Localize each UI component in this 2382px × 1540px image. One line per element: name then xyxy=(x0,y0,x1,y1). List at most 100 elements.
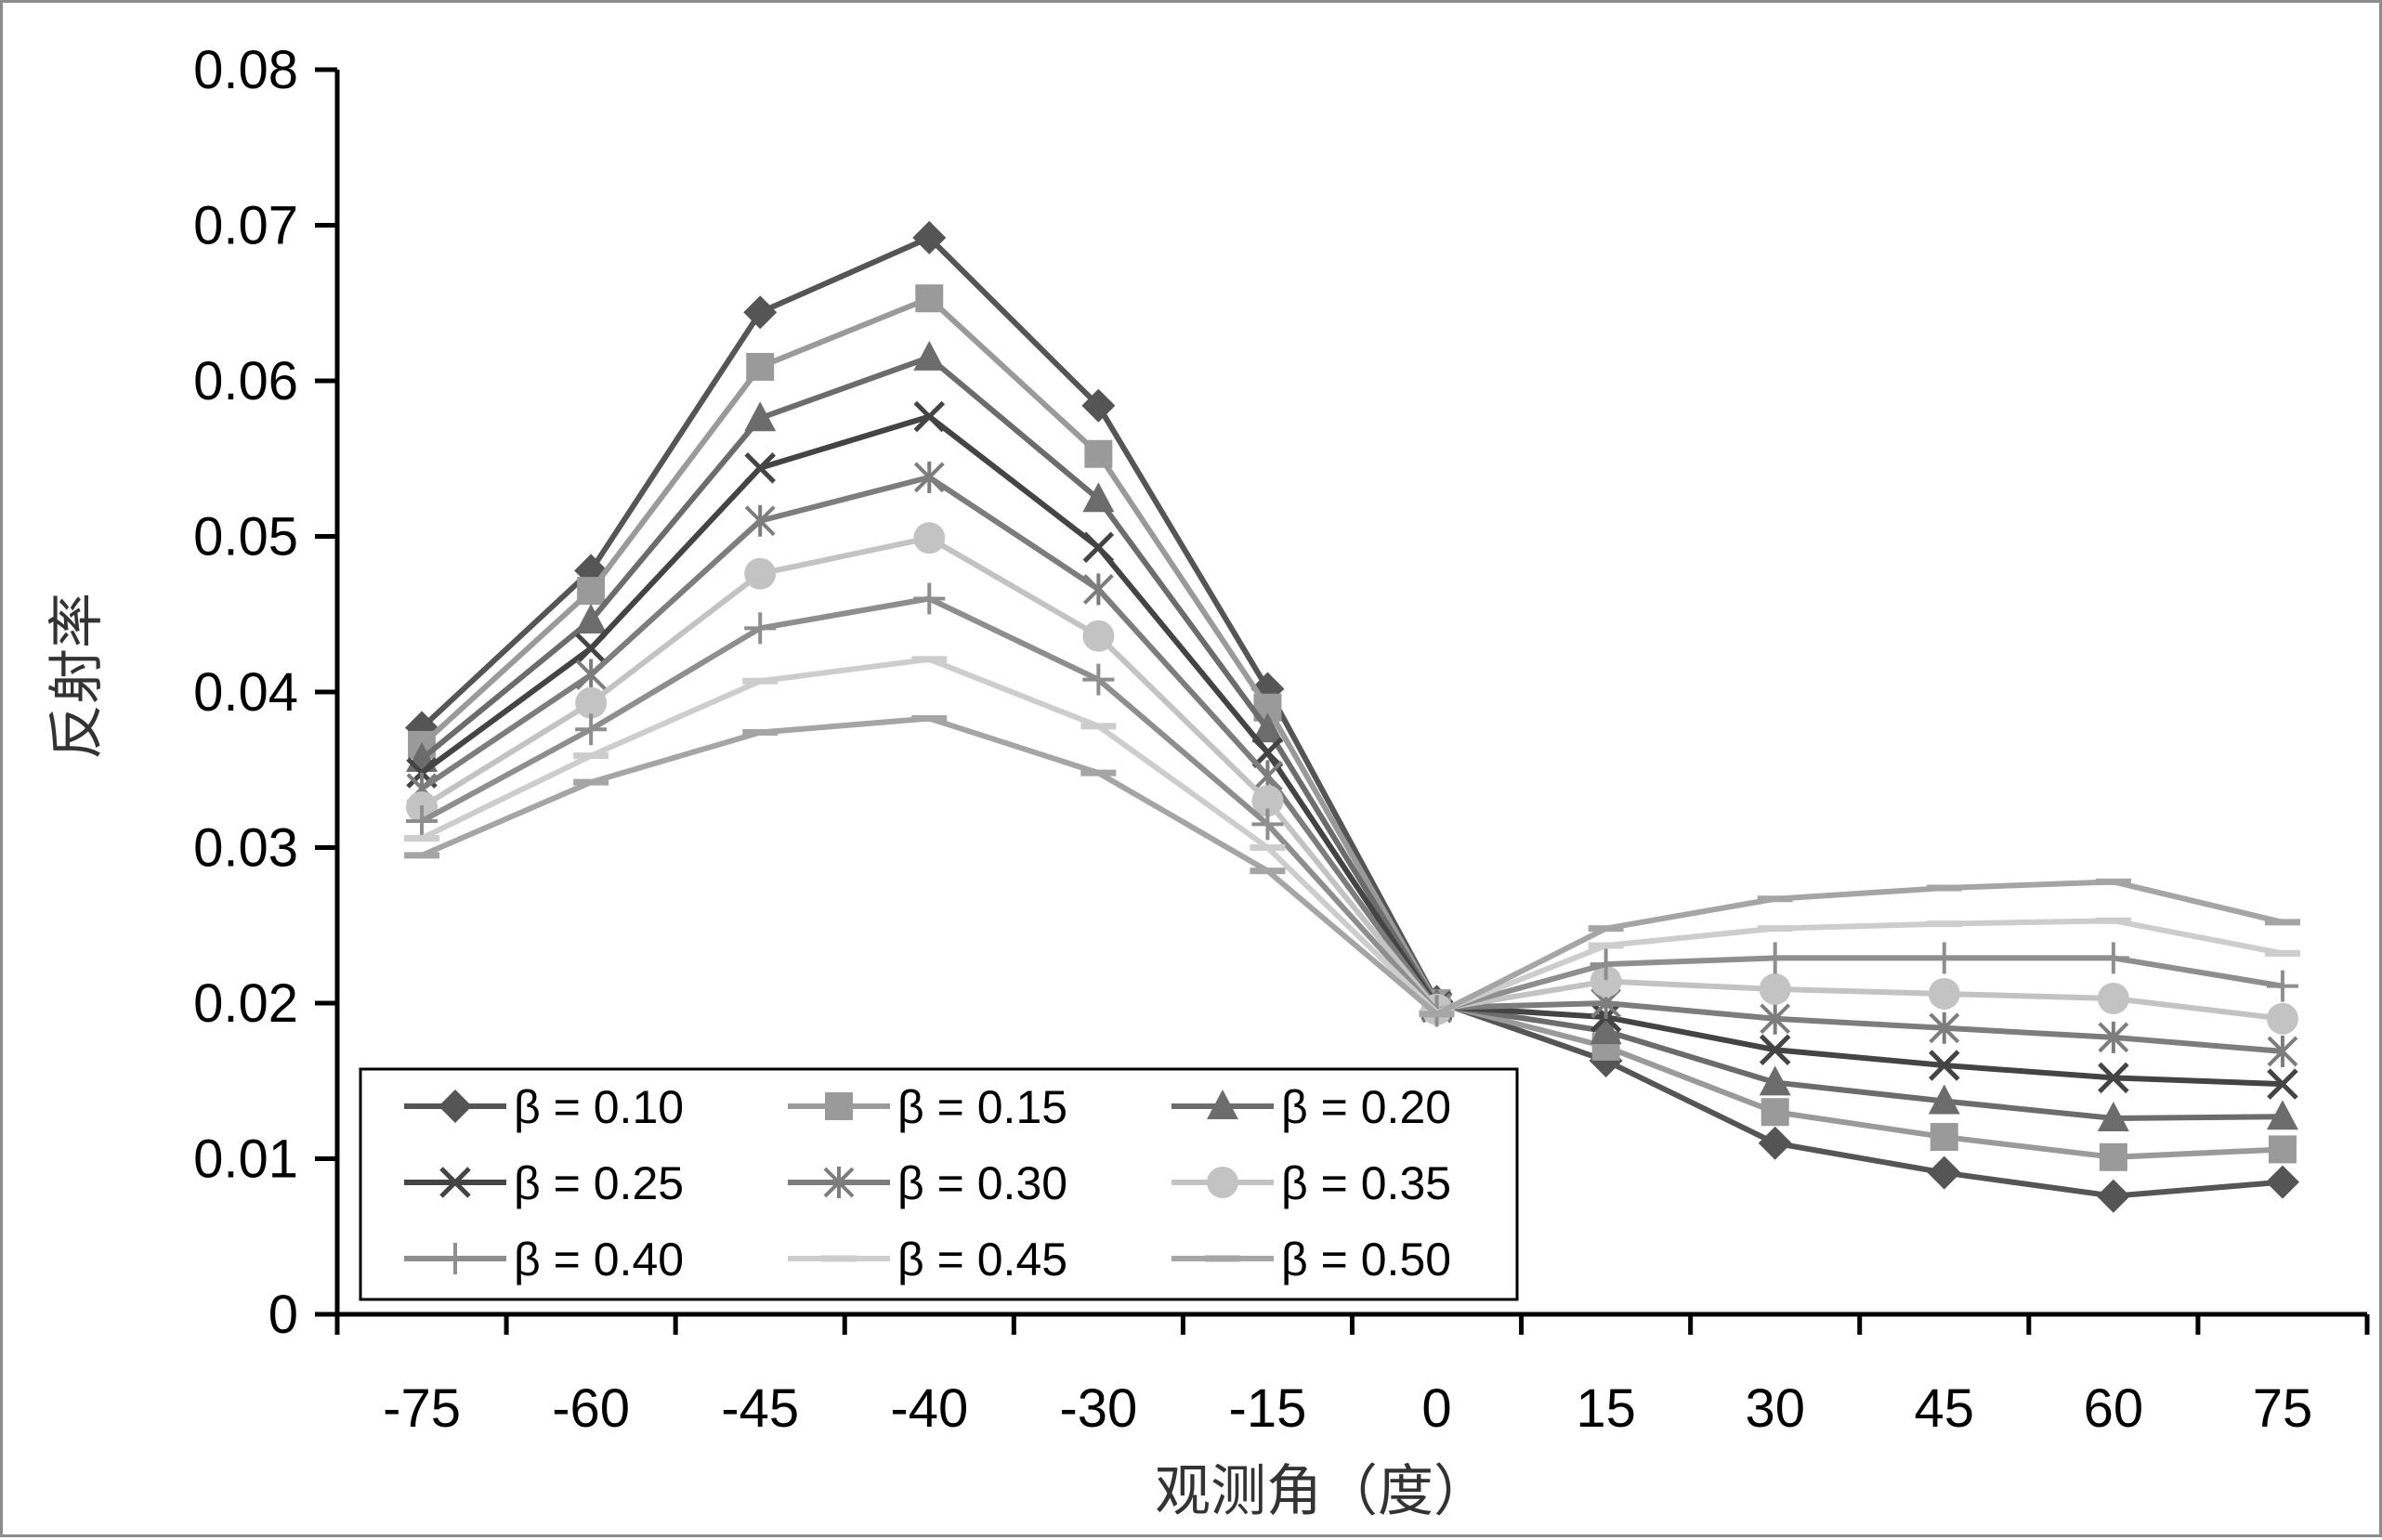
data-point xyxy=(913,461,945,493)
legend-item: β = 0.50 xyxy=(1171,1233,1451,1286)
legend-label: β = 0.30 xyxy=(897,1157,1067,1209)
legend-item: β = 0.25 xyxy=(404,1157,684,1209)
data-point xyxy=(1928,942,1960,974)
data-point xyxy=(2267,1035,2298,1067)
data-point xyxy=(575,603,608,633)
data-point xyxy=(1927,1155,1961,1190)
y-tick-label: 0.07 xyxy=(193,196,298,256)
data-point xyxy=(1590,948,1622,981)
data-point xyxy=(575,713,608,746)
series-line xyxy=(420,295,2284,1160)
legend-marker xyxy=(1207,1167,1238,1198)
y-axis-title: 反射率 xyxy=(45,593,110,760)
x-tick-label: 0 xyxy=(1421,1378,1451,1439)
data-point xyxy=(575,633,607,664)
data-point xyxy=(746,352,775,381)
legend-label: β = 0.25 xyxy=(514,1157,684,1209)
data-point xyxy=(1082,531,1115,563)
data-point xyxy=(1251,808,1284,841)
y-tick-label: 0.08 xyxy=(193,40,298,100)
series-line xyxy=(420,474,2284,1054)
data-point xyxy=(1084,439,1113,468)
legend-marker xyxy=(439,1243,471,1274)
data-point xyxy=(1081,388,1116,423)
legend-label: β = 0.10 xyxy=(514,1081,684,1133)
data-point xyxy=(1759,1065,1791,1096)
y-tick-label: 0 xyxy=(268,1285,298,1345)
series-line xyxy=(420,354,2283,1121)
data-point xyxy=(2265,1165,2299,1199)
series-line xyxy=(420,595,2284,1014)
data-point xyxy=(1082,620,1115,652)
data-point xyxy=(1082,663,1115,696)
data-point xyxy=(575,659,607,691)
series-6 xyxy=(406,522,2298,1035)
data-point xyxy=(744,504,776,537)
data-point xyxy=(913,340,946,371)
y-tick-label: 0.06 xyxy=(193,351,298,411)
series-line xyxy=(420,715,2284,1017)
x-tick-label: 30 xyxy=(1745,1378,1805,1439)
x-tick-label: -40 xyxy=(890,1378,968,1439)
data-point xyxy=(2267,1068,2298,1100)
legend-item: β = 0.10 xyxy=(404,1081,684,1133)
legend: β = 0.10 β = 0.15 β = 0.20 β = 0.25 β = 0.30… xyxy=(359,1067,1519,1301)
x-tick-label: 15 xyxy=(1576,1378,1636,1439)
data-point xyxy=(744,401,777,432)
data-point xyxy=(2097,1101,2129,1131)
data-point xyxy=(1760,1002,1791,1035)
data-point xyxy=(575,686,608,719)
legend-item: β = 0.20 xyxy=(1171,1081,1451,1133)
data-point xyxy=(2266,970,2298,1002)
x-tick-label: -75 xyxy=(383,1378,461,1439)
x-tick-label: -15 xyxy=(1229,1378,1307,1439)
data-point xyxy=(744,612,777,645)
legend-item: β = 0.30 xyxy=(788,1157,1067,1209)
data-point xyxy=(1590,1014,1622,1045)
data-point xyxy=(913,582,946,615)
legend-box xyxy=(359,1067,1519,1301)
y-tick-label: 0.03 xyxy=(193,818,298,879)
x-tick-label: -45 xyxy=(721,1378,799,1439)
legend-marker xyxy=(438,1090,472,1123)
legend-label: β = 0.15 xyxy=(897,1081,1067,1133)
y-tick-label: 0.05 xyxy=(193,507,298,568)
data-point xyxy=(1590,965,1622,998)
series-line xyxy=(420,656,2284,1016)
data-point xyxy=(1759,972,1791,1005)
series-line xyxy=(420,413,2284,1088)
data-point xyxy=(1929,1050,1960,1081)
data-point xyxy=(1928,977,1960,1010)
legend-label: β = 0.45 xyxy=(897,1233,1067,1286)
data-point xyxy=(2266,1002,2298,1035)
data-point xyxy=(1759,1034,1791,1066)
x-tick-label: -60 xyxy=(552,1378,630,1439)
data-point xyxy=(1759,942,1791,974)
y-tick-label: 0.02 xyxy=(193,973,298,1034)
legend-marker xyxy=(823,1167,855,1198)
legend-item: β = 0.35 xyxy=(1171,1157,1451,1209)
data-point xyxy=(913,522,946,555)
x-axis-title: 观测角（度） xyxy=(1155,1459,1489,1524)
data-point xyxy=(2268,1135,2297,1164)
x-tick-label: -30 xyxy=(1059,1378,1137,1439)
axes: 0 0.01 0.02 0.03 0.04 0.05 0.06 0.07 0.08 -75 -60 -… xyxy=(193,40,2370,1439)
data-point xyxy=(913,400,946,433)
data-point xyxy=(2266,1100,2298,1130)
series-layer xyxy=(404,220,2300,1213)
data-point xyxy=(1930,1123,1958,1152)
data-point xyxy=(406,805,438,838)
legend-item: β = 0.40 xyxy=(404,1233,684,1286)
data-point xyxy=(1082,482,1115,513)
series-5 xyxy=(406,461,2298,1067)
series-1 xyxy=(405,220,2299,1213)
y-tick-label: 0.04 xyxy=(193,662,298,723)
x-tick-label: 60 xyxy=(2084,1378,2144,1439)
legend-label: β = 0.20 xyxy=(1281,1081,1451,1133)
legend-label: β = 0.50 xyxy=(1281,1233,1451,1286)
legend-item: β = 0.45 xyxy=(788,1233,1067,1286)
legend-label: β = 0.35 xyxy=(1281,1157,1451,1209)
y-tick-label: 0.01 xyxy=(193,1129,298,1190)
series-9 xyxy=(404,714,2300,1018)
data-point xyxy=(2098,1021,2129,1053)
